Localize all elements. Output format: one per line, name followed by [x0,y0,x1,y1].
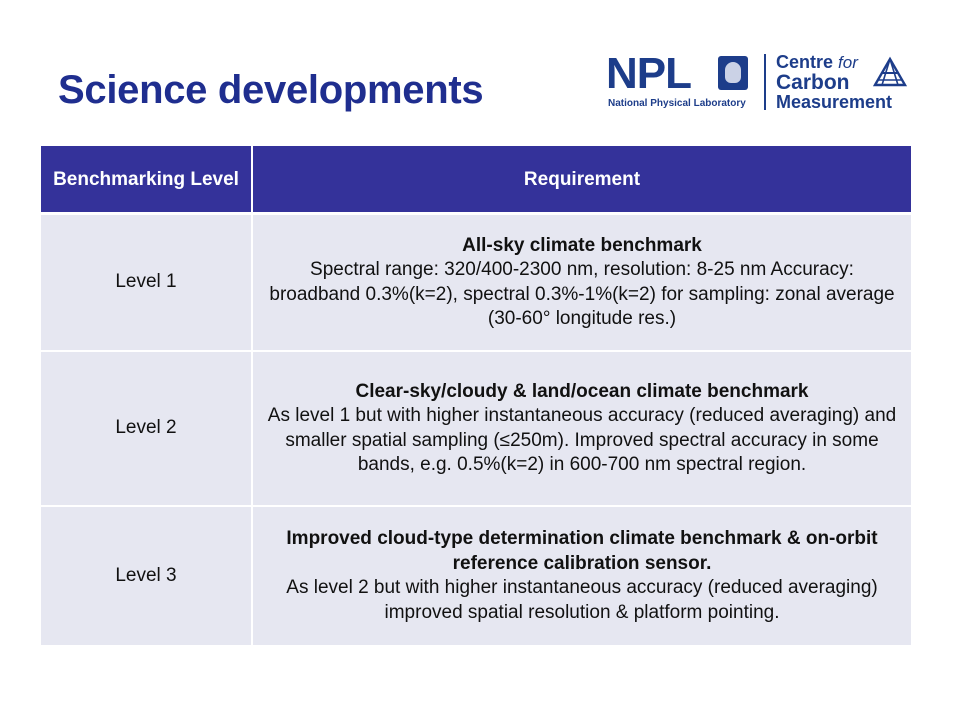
requirement-cell: Clear-sky/cloudy & land/ocean climate be… [252,351,911,507]
ccm-measurement: Measurement [776,92,893,112]
requirement-heading: Clear-sky/cloudy & land/ocean climate be… [355,380,809,402]
slide-title: Science developments [58,68,484,112]
ccm-carbon: Carbon [776,71,850,94]
ccm-for: for [838,53,858,72]
requirement-heading: All-sky climate benchmark [462,234,702,256]
requirement-cell: All-sky climate benchmark Spectral range… [252,213,911,352]
ccm-triangle-icon [872,56,908,87]
header-requirement: Requirement [252,146,911,215]
level-cell: Level 2 [41,351,253,507]
requirement-cell: Improved cloud-type determination climat… [252,506,911,647]
table-row: Level 3 Improved cloud-type determinatio… [41,506,911,647]
benchmarking-table: Benchmarking Level Requirement Level 1 A… [41,146,911,647]
header-benchmarking-level: Benchmarking Level [41,146,253,215]
table-row: Level 1 All-sky climate benchmark Spectr… [41,213,911,352]
ccm-logo-text: Centre for Carbon Measurement [776,53,892,112]
table-row: Level 2 Clear-sky/cloudy & land/ocean cl… [41,351,911,507]
requirement-heading: Improved cloud-type determination climat… [286,528,878,574]
npl-crest-icon [718,56,748,90]
npl-logo-text: NPL [606,49,692,98]
requirement-body: As level 1 but with higher instantaneous… [267,405,897,475]
npl-full-name: National Physical Laboratory [608,98,746,109]
level-cell: Level 1 [41,213,253,352]
npl-ccm-logo: NPL National Physical Laboratory Centre … [606,52,910,114]
table-header-row: Benchmarking Level Requirement [41,146,911,215]
ccm-centre: Centre [776,52,834,72]
level-cell: Level 3 [41,506,253,647]
requirement-body: Spectral range: 320/400-2300 nm, resolut… [269,259,895,329]
logo-divider [764,54,766,110]
requirement-body: As level 2 but with higher instantaneous… [286,577,878,623]
